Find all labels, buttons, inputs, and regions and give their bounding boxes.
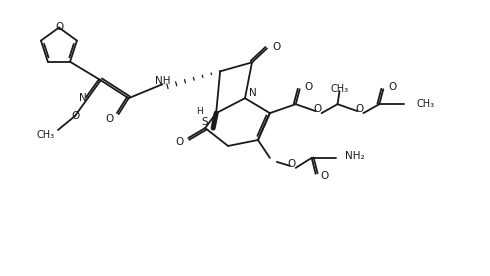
Text: NH: NH — [155, 76, 170, 86]
Text: H: H — [196, 107, 203, 116]
Text: O: O — [355, 104, 364, 114]
Text: CH₃: CH₃ — [330, 84, 348, 94]
Text: O: O — [314, 104, 322, 114]
Text: O: O — [175, 137, 183, 147]
Text: O: O — [56, 22, 64, 31]
Text: O: O — [72, 111, 80, 121]
Text: O: O — [273, 43, 281, 52]
Text: O: O — [320, 171, 329, 181]
Text: O: O — [388, 82, 396, 92]
Text: O: O — [288, 159, 296, 169]
Text: S: S — [201, 117, 208, 127]
Text: O: O — [305, 82, 313, 92]
Text: NH₂: NH₂ — [345, 151, 365, 161]
Text: CH₃: CH₃ — [416, 99, 434, 109]
Text: N: N — [79, 93, 87, 103]
Text: N: N — [249, 88, 257, 98]
Text: CH₃: CH₃ — [37, 130, 55, 140]
Text: O: O — [105, 114, 114, 124]
